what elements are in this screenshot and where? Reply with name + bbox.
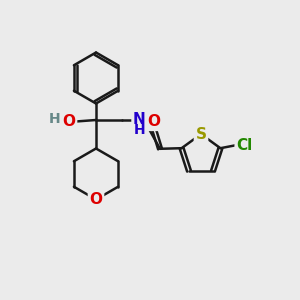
Text: O: O	[147, 114, 160, 129]
Text: Cl: Cl	[236, 138, 253, 153]
Text: N: N	[133, 112, 146, 128]
Text: H: H	[49, 112, 61, 126]
Text: H: H	[134, 123, 145, 137]
Text: S: S	[196, 127, 206, 142]
Text: O: O	[62, 114, 76, 129]
Text: O: O	[89, 192, 103, 207]
